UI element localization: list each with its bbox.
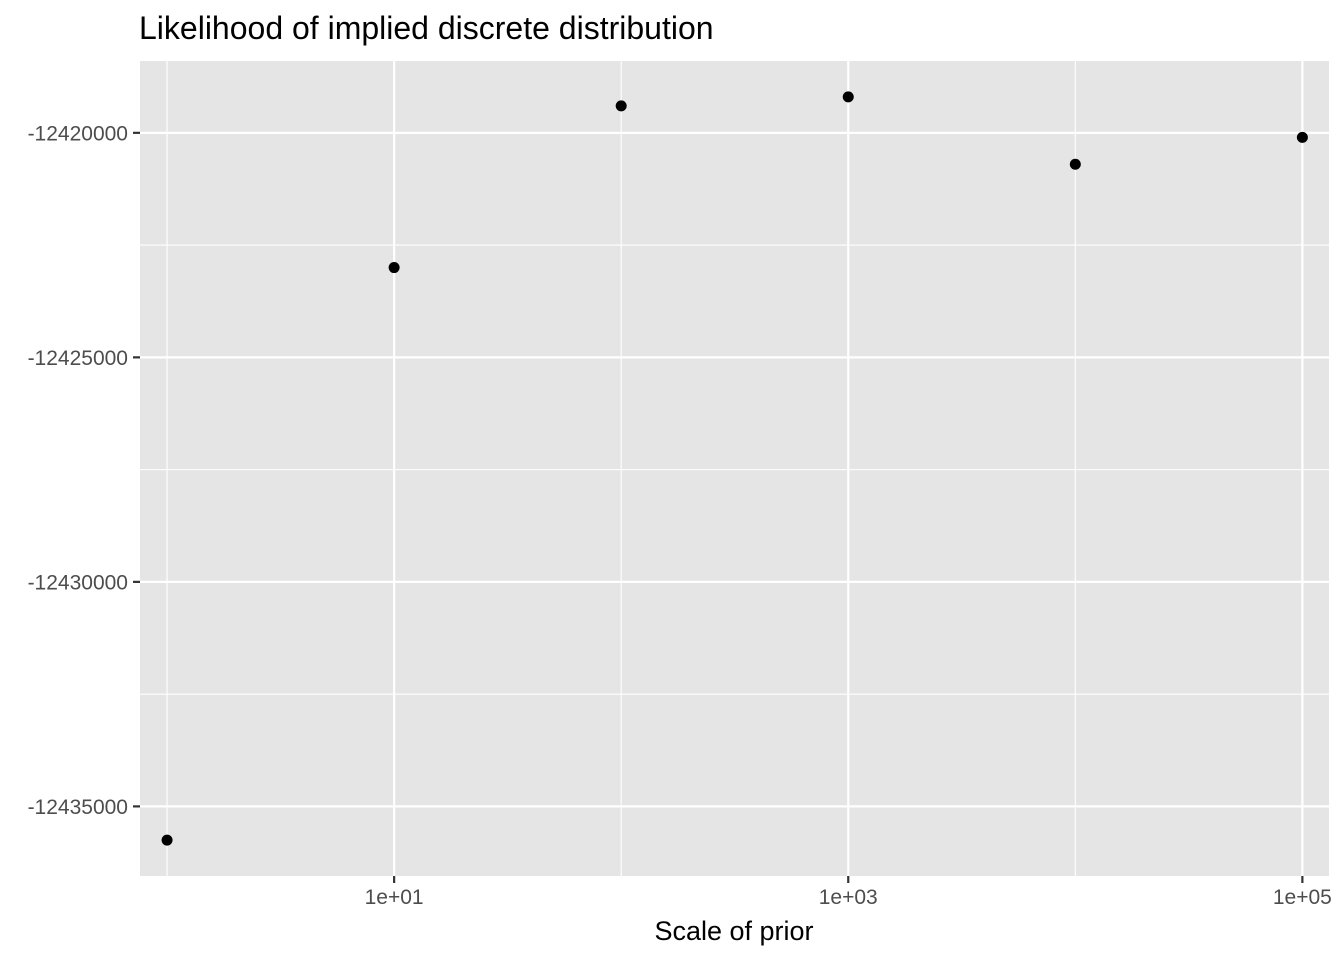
data-points xyxy=(161,91,1308,846)
plot-panel xyxy=(140,61,1329,876)
minor-gridlines xyxy=(140,61,1329,876)
x-axis: 1e+01 1e+03 1e+05 xyxy=(365,876,1332,909)
data-point xyxy=(615,100,627,112)
y-tick-label: -12425000 xyxy=(28,347,128,370)
data-point xyxy=(161,834,173,846)
x-tick-label: 1e+03 xyxy=(819,886,878,909)
chart-title: Likelihood of implied discrete distribut… xyxy=(139,10,714,46)
data-point xyxy=(1296,131,1308,143)
major-gridlines xyxy=(140,61,1329,876)
y-tick-label: -12420000 xyxy=(28,122,128,145)
x-tick-label: 1e+05 xyxy=(1273,886,1332,909)
x-tick-label: 1e+01 xyxy=(365,886,424,909)
y-tick-label: -12430000 xyxy=(28,571,128,594)
data-point xyxy=(1069,158,1081,170)
y-tick-label: -12435000 xyxy=(28,796,128,819)
y-axis: -12420000 -12425000 -12430000 -12435000 xyxy=(28,122,140,819)
data-point xyxy=(842,91,854,103)
data-point xyxy=(388,262,400,274)
x-axis-label: Scale of prior xyxy=(654,916,813,946)
